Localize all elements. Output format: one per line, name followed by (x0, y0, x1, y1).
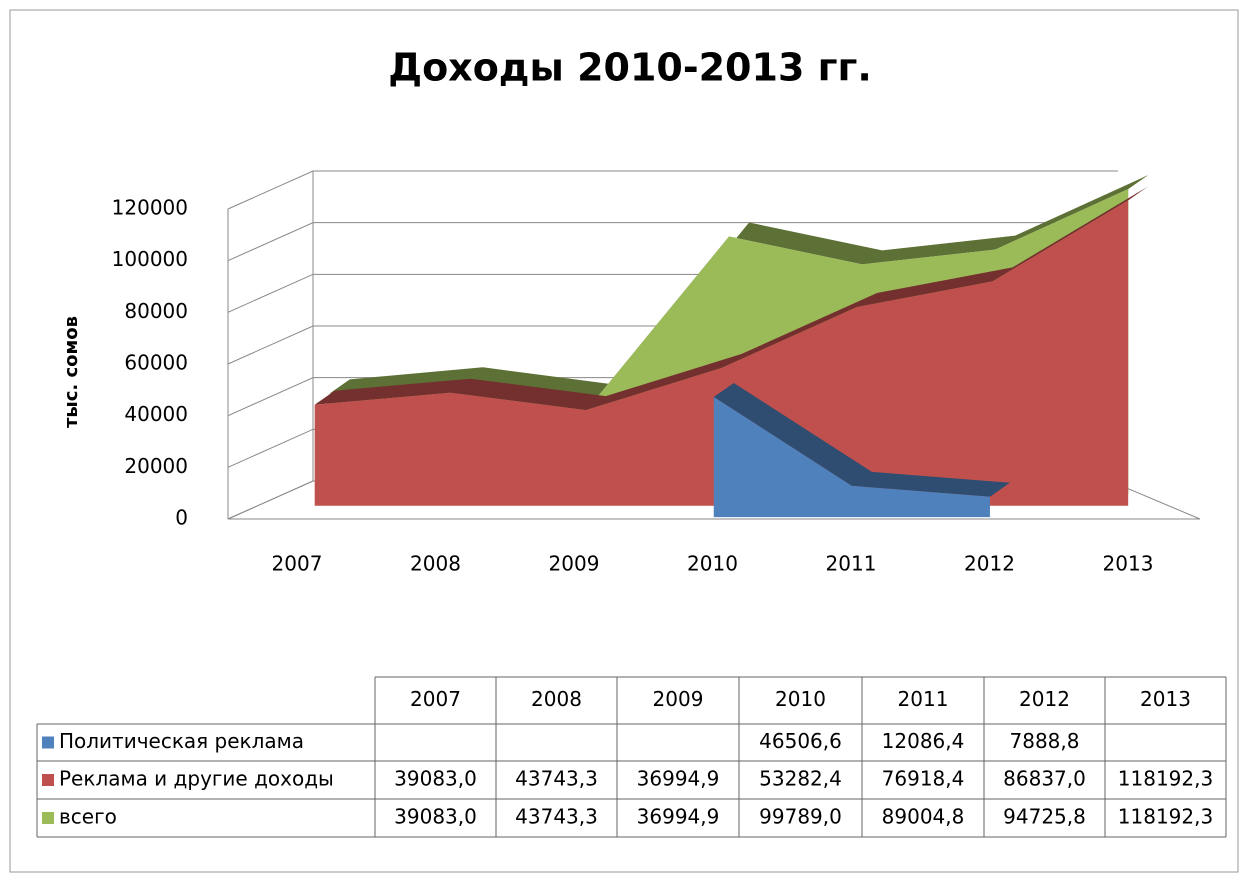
table-cell: 118192,3 (1118, 767, 1213, 791)
table-header: 2009 (653, 687, 704, 711)
area (314, 200, 1129, 506)
x-tick-label: 2009 (549, 552, 600, 576)
table-cell: 39083,0 (394, 767, 477, 791)
x-tick-label: 2011 (826, 552, 877, 576)
table-cell: 99789,0 (759, 805, 842, 829)
x-tick-label: 2012 (964, 552, 1015, 576)
legend-label: всего (59, 805, 117, 829)
legend-label: Реклама и другие доходы (59, 767, 334, 791)
table-header: 2012 (1019, 687, 1070, 711)
table-cell: 43743,3 (515, 805, 598, 829)
table-cell: 36994,9 (637, 767, 720, 791)
area-top (329, 174, 1149, 399)
table-cell: 7888,8 (1010, 729, 1080, 753)
grid-line (227, 170, 1110, 210)
area (713, 396, 990, 518)
table-cell: 53282,4 (759, 767, 842, 791)
table-cell: 46506,6 (759, 729, 842, 753)
table-header: 2008 (531, 687, 582, 711)
table-header: 2007 (410, 687, 461, 711)
legend-key (42, 812, 54, 824)
x-tick-label: 2010 (687, 552, 738, 576)
y-axis-label: тыс. сомов (61, 316, 82, 428)
y-tick-label: 0 (175, 506, 188, 530)
x-tick-label: 2008 (410, 552, 461, 576)
table-cell: 94725,8 (1003, 805, 1086, 829)
y-tick-label: 100000 (112, 247, 188, 271)
area-top (713, 382, 1010, 497)
y-tick-label: 60000 (124, 351, 188, 375)
grid-line (227, 222, 1110, 262)
y-tick-label: 80000 (124, 299, 188, 323)
table-header: 2011 (898, 687, 949, 711)
x-tick-label: 2013 (1103, 552, 1154, 576)
chart-title: Доходы 2010-2013 гг. (388, 46, 872, 90)
y-tick-label: 40000 (124, 402, 188, 426)
x-tick-label: 2007 (272, 552, 323, 576)
area-top (314, 186, 1149, 411)
table-cell: 76918,4 (882, 767, 965, 791)
table-cell: 12086,4 (882, 729, 965, 753)
table-header: 2010 (775, 687, 826, 711)
y-tick-label: 120000 (112, 196, 188, 220)
table-header: 2013 (1140, 687, 1191, 711)
legend-label: Политическая реклама (59, 729, 304, 753)
legend-key (42, 736, 54, 749)
legend-key (42, 774, 54, 786)
table-cell: 43743,3 (515, 767, 598, 791)
y-tick-label: 20000 (124, 454, 188, 478)
table-cell: 89004,8 (882, 805, 965, 829)
table-cell: 86837,0 (1003, 767, 1086, 791)
table-cell: 36994,9 (637, 805, 720, 829)
table-cell: 39083,0 (394, 805, 477, 829)
table-cell: 118192,3 (1118, 805, 1213, 829)
